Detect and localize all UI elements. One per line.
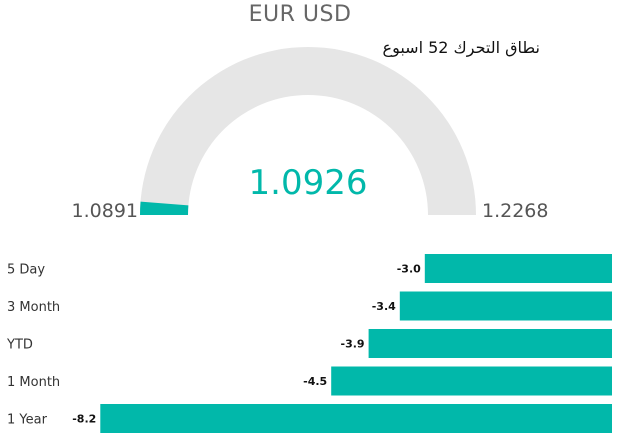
gauge-title: EUR USD <box>248 2 352 27</box>
gauge-max-label: 1.2268 <box>482 200 548 222</box>
bar <box>368 329 612 358</box>
gauge-value-label: 1.0926 <box>249 163 368 203</box>
bar-value-label: -8.2 <box>72 413 96 426</box>
bar <box>100 404 613 433</box>
bar-value-label: -4.5 <box>303 375 327 388</box>
bar-category-label: 1 Month <box>7 375 60 390</box>
bar-value-label: -3.9 <box>341 338 365 351</box>
gauge-subtitle: نطاق التحرك 52 اسبوع <box>382 38 540 57</box>
bar-value-label: -3.0 <box>397 263 421 276</box>
gauge-track <box>140 47 476 215</box>
gauge: 1.0926 1.0891 1.2268 <box>72 47 548 222</box>
bar <box>399 291 612 321</box>
bar-category-label: 3 Month <box>7 300 60 315</box>
bar <box>424 254 612 283</box>
bar-category-label: 1 Year <box>7 413 48 428</box>
bar <box>331 366 612 396</box>
gauge-fill <box>140 201 189 215</box>
bar-category-label: 5 Day <box>7 263 45 278</box>
gauge-min-label: 1.0891 <box>72 200 138 222</box>
bar-category-label: YTD <box>6 338 33 353</box>
bar-value-label: -3.4 <box>372 300 396 313</box>
bar-chart: 5 Day -3.0 3 Month -3.4 YTD -3.9 1 Month -4.5 1 … <box>6 254 613 433</box>
